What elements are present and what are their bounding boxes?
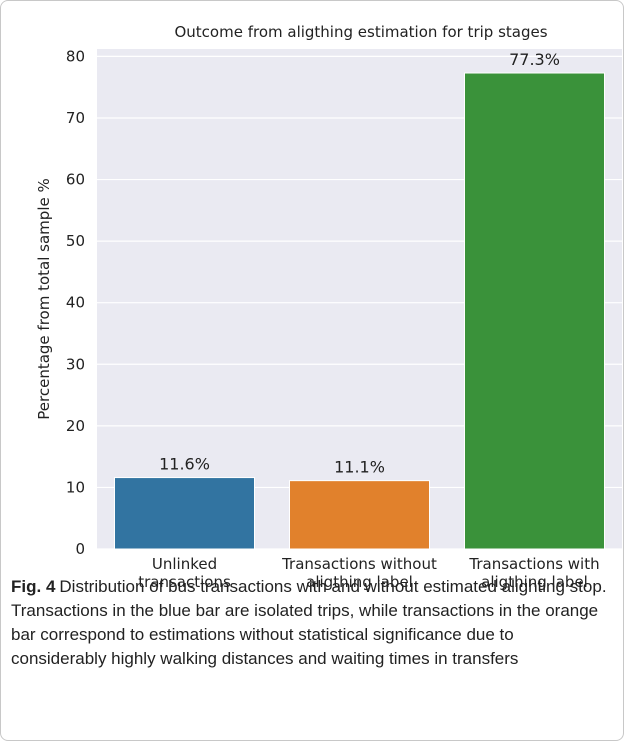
y-tick-label: 60 [66, 171, 85, 189]
chart-title: Outcome from aligthing estimation for tr… [174, 23, 547, 41]
y-tick-label: 70 [66, 109, 85, 127]
x-tick-label: Unlinked transactions [138, 555, 231, 591]
value-label: 77.3% [509, 50, 560, 69]
bar [289, 480, 430, 550]
y-tick-label: 80 [66, 47, 85, 65]
y-tick-label: 10 [66, 478, 85, 496]
y-tick-label: 30 [66, 355, 85, 373]
caption-label: Fig. 4 [11, 577, 56, 596]
bar [464, 72, 605, 550]
y-axis-label: Percentage from total sample % [35, 178, 53, 419]
y-tick-label: 20 [66, 417, 85, 435]
value-label: 11.6% [159, 455, 210, 474]
chart: Outcome from aligthing estimation for tr… [35, 23, 622, 558]
y-tick-label: 50 [66, 232, 85, 250]
caption: Fig. 4 Distribution of bus transactions w… [11, 575, 611, 671]
y-tick-label: 0 [75, 540, 85, 558]
caption-text: Distribution of bus transactions with an… [11, 577, 607, 668]
x-tick-label: Transactions without aligthing label [282, 555, 437, 591]
x-tick-label: Transactions with aligthing label [469, 555, 600, 591]
bar [114, 477, 255, 550]
y-tick-label: 40 [66, 294, 85, 312]
value-label: 11.1% [334, 458, 385, 477]
